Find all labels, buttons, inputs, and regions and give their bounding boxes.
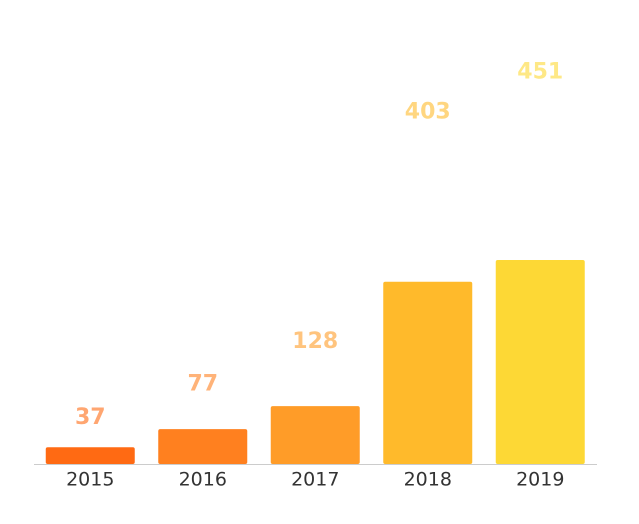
value-label: 128 — [292, 329, 338, 354]
bar — [495, 260, 585, 464]
value-label: 451 — [517, 59, 563, 84]
bar — [45, 447, 135, 464]
bar — [383, 281, 473, 464]
x-tick-label: 2017 — [291, 469, 339, 491]
x-tick-label: 2018 — [404, 469, 452, 491]
x-tick-label: 2015 — [66, 469, 114, 491]
value-label: 37 — [75, 405, 106, 430]
value-label: 403 — [405, 99, 451, 124]
value-label: 77 — [187, 372, 218, 397]
x-tick-label: 2019 — [516, 469, 564, 491]
x-tick-label: 2016 — [179, 469, 227, 491]
bar — [158, 429, 248, 464]
bar — [270, 406, 360, 464]
